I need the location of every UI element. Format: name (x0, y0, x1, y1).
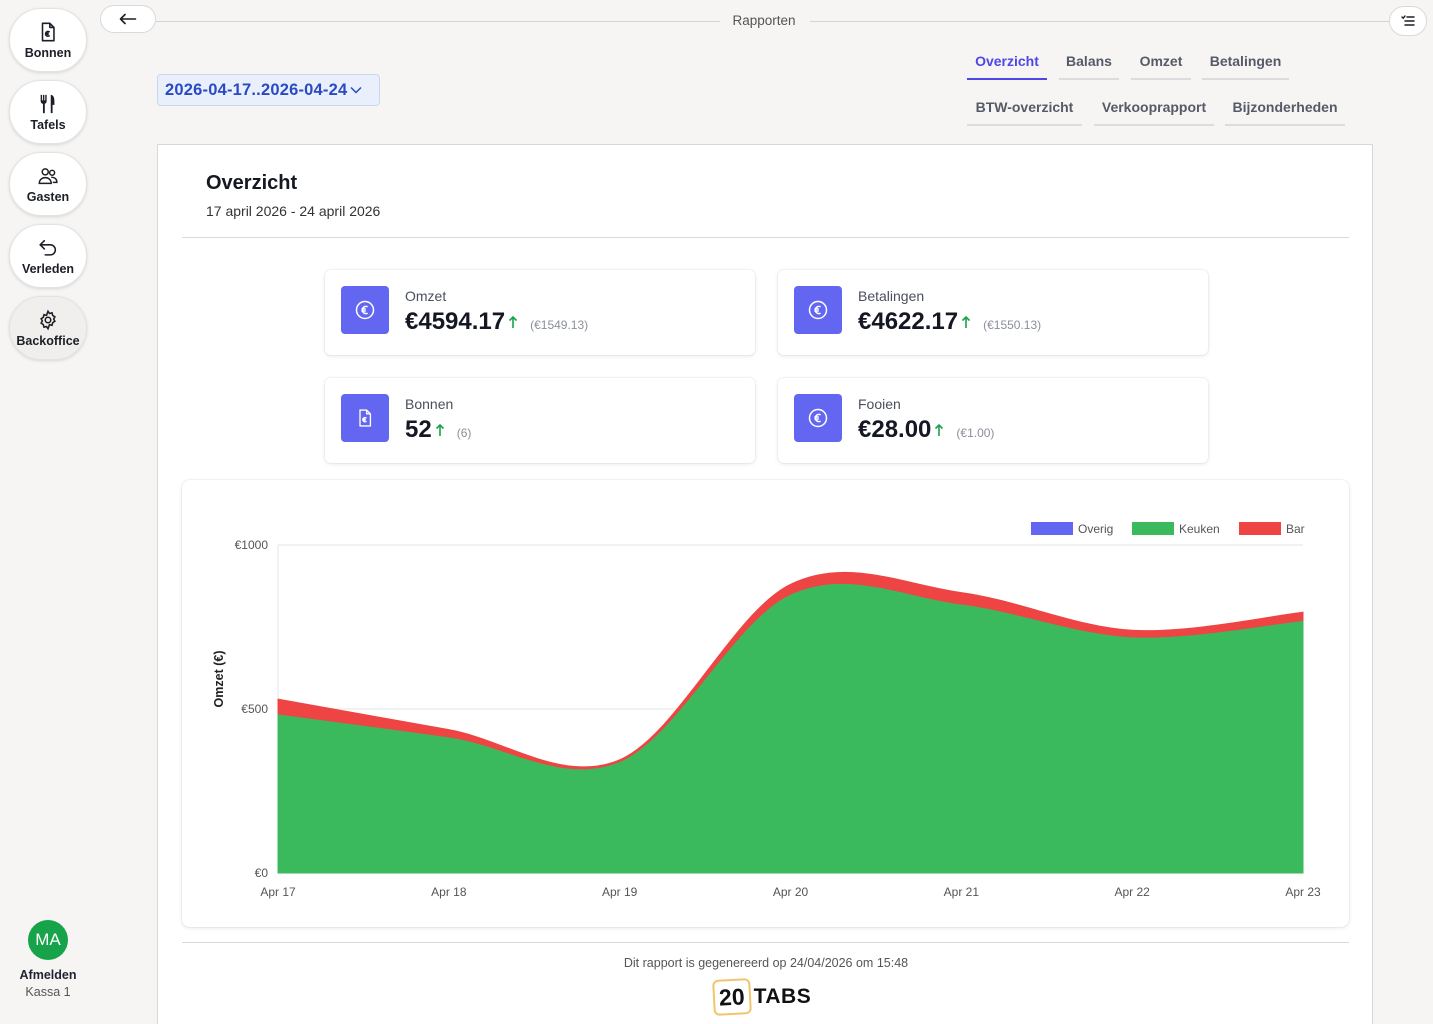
stat-value: €4594.17 (405, 308, 506, 335)
report-date-range: 17 april 2026 - 24 april 2026 (206, 203, 381, 219)
x-tick-label: Apr 18 (431, 885, 467, 899)
sidebar-item-label: Tafels (30, 117, 66, 132)
generated-note: Dit rapport is gegenereerd op 24/04/2026… (623, 956, 909, 970)
sidebar-item-verleden[interactable]: Verleden (9, 224, 87, 288)
euro-icon (794, 394, 842, 442)
stat-card-bonnen: Bonnen 52 (6) (325, 378, 755, 463)
register-label: Kassa 1 (25, 985, 71, 999)
back-button[interactable] (100, 5, 156, 33)
divider (182, 237, 1349, 238)
tab-omzet[interactable]: Omzet (1131, 44, 1191, 80)
stat-value: €4622.17 (858, 308, 959, 335)
tab-verkooprapport[interactable]: Verkooprapport (1094, 90, 1214, 126)
stat-label: Fooien (858, 396, 901, 412)
stat-label: Bonnen (405, 396, 454, 412)
stat-previous: (€1549.13) (530, 318, 589, 332)
y-tick-label: €0 (255, 866, 269, 880)
logo-word: TABS (753, 985, 812, 1008)
date-range-value: 2026-04-17..2026-04-24 (165, 80, 348, 99)
arrow-left-icon (119, 13, 137, 25)
avatar[interactable]: MA (28, 920, 68, 960)
tab-bijzonderheden[interactable]: Bijzonderheden (1225, 90, 1345, 126)
logout-button[interactable]: Afmelden (19, 968, 77, 982)
legend-swatch (1031, 522, 1073, 535)
legend-swatch (1239, 522, 1281, 535)
sidebar-item-backoffice[interactable]: Backoffice (9, 296, 87, 360)
sidebar-item-label: Bonnen (24, 45, 72, 60)
undo-arrow-icon (39, 239, 57, 256)
series-area-bar (277, 571, 1304, 770)
sidebar-item-label: Backoffice (16, 333, 80, 348)
stat-value: €28.00 (858, 416, 932, 443)
header-divider (810, 21, 1389, 22)
stat-card-betalingen: Betalingen €4622.17 (€1550.13) (778, 270, 1208, 355)
fork-knife-icon (40, 94, 55, 113)
stat-label: Omzet (405, 288, 447, 304)
stat-previous: (€1.00) (956, 426, 995, 440)
legend-label: Bar (1286, 522, 1305, 536)
x-tick-label: Apr 21 (944, 885, 980, 899)
sidebar: Bonnen Tafels Gasten Verleden Backoffice… (0, 0, 96, 1024)
report-title: Overzicht (206, 172, 298, 194)
arrow-up-icon (935, 423, 944, 436)
stat-card-fooien: Fooien €28.00 (€1.00) (778, 378, 1208, 463)
page-title: Rapporten (732, 13, 796, 28)
sidebar-item-label: Verleden (21, 261, 75, 276)
logo-number: 20 (712, 978, 752, 1016)
x-tick-label: Apr 17 (260, 885, 296, 899)
stat-value: 52 (405, 416, 432, 443)
stat-previous: (6) (456, 426, 472, 440)
x-tick-label: Apr 23 (1285, 885, 1321, 899)
x-tick-label: Apr 22 (1114, 885, 1150, 899)
date-range-select[interactable]: 2026-04-17..2026-04-24 (157, 74, 380, 106)
report-panel: Overzicht 17 april 2026 - 24 april 2026 … (157, 144, 1373, 1024)
receipt-euro-icon (41, 22, 55, 41)
sidebar-item-gasten[interactable]: Gasten (9, 152, 87, 216)
y-tick-label: €1000 (235, 538, 269, 552)
menu-button[interactable] (1389, 6, 1427, 36)
tab-btw-overzicht[interactable]: BTW-overzicht (967, 90, 1082, 126)
gear-icon (40, 309, 56, 330)
y-axis-label: Omzet (€) (212, 651, 226, 708)
revenue-chart-card: €0 €500 €1000 Apr 17 Apr 18 Apr 19 Apr 20 Apr 2… (182, 480, 1349, 927)
arrow-up-icon (962, 315, 971, 328)
receipt-euro-icon (341, 394, 389, 442)
list-menu-icon (1401, 15, 1415, 26)
users-icon (38, 167, 58, 184)
x-tick-label: Apr 19 (602, 885, 638, 899)
legend-swatch (1132, 522, 1174, 535)
revenue-chart: €0 €500 €1000 Apr 17 Apr 18 Apr 19 Apr 20 Apr 2… (212, 522, 1321, 899)
arrow-up-icon (435, 423, 444, 436)
stat-card-omzet: Omzet €4594.17 (€1549.13) (325, 270, 755, 355)
tab-balans[interactable]: Balans (1059, 44, 1119, 80)
sidebar-item-bonnen[interactable]: Bonnen (9, 8, 87, 72)
legend-label: Overig (1078, 522, 1113, 536)
tab-overzicht[interactable]: Overzicht (967, 44, 1047, 80)
header-divider (156, 21, 720, 22)
tab-betalingen[interactable]: Betalingen (1202, 44, 1289, 80)
y-tick-label: €500 (241, 702, 268, 716)
euro-icon (794, 286, 842, 334)
sidebar-item-label: Gasten (26, 189, 70, 204)
brand-logo: 20 TABS (712, 977, 812, 1017)
legend-label: Keuken (1179, 522, 1220, 536)
divider (182, 942, 1349, 943)
sidebar-item-tafels[interactable]: Tafels (9, 80, 87, 144)
stat-previous: (€1550.13) (983, 318, 1042, 332)
arrow-up-icon (509, 315, 518, 328)
stat-label: Betalingen (858, 288, 925, 304)
chevron-down-icon (350, 86, 362, 94)
euro-icon (341, 286, 389, 334)
x-tick-label: Apr 20 (773, 885, 809, 899)
